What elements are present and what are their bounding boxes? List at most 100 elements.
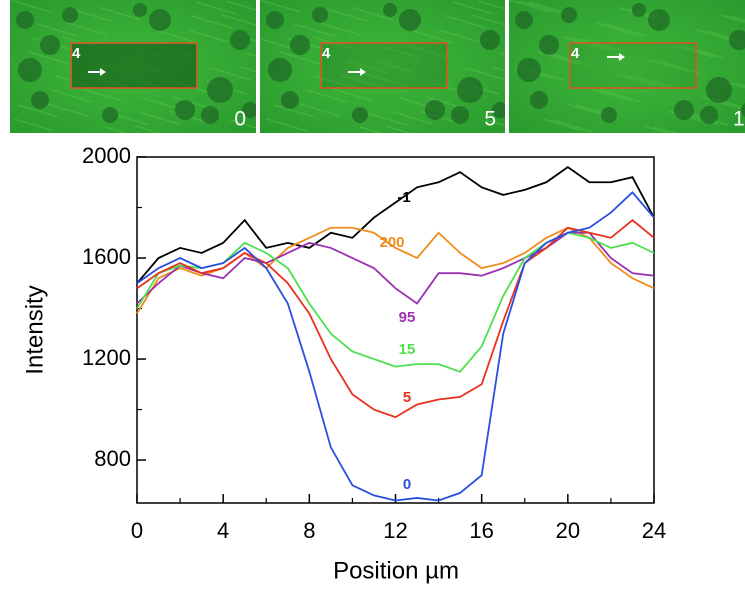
- fiber-texture: [225, 0, 256, 11]
- x-axis-label: Position µm: [333, 557, 459, 584]
- cell-spot: [674, 100, 694, 120]
- series-label: -1: [397, 189, 410, 206]
- fiber-texture: [221, 14, 256, 26]
- cell-spot: [133, 3, 147, 17]
- fiber-texture: [614, 73, 656, 87]
- arrow-head: [619, 53, 625, 61]
- series-label: 5: [403, 389, 411, 406]
- fiber-texture: [478, 0, 505, 10]
- roi-label: 4: [322, 45, 331, 62]
- roi-box: [569, 42, 697, 89]
- plot-frame: [136, 156, 655, 504]
- cell-spot: [40, 35, 60, 55]
- fiber-texture: [81, 88, 123, 102]
- fiber-texture: [485, 119, 505, 127]
- fiber-texture: [412, 30, 454, 44]
- fiber-texture: [326, 8, 368, 22]
- cell-spot: [601, 107, 617, 123]
- fiber-texture: [725, 81, 745, 89]
- cell-spot: [561, 7, 577, 23]
- fiber-texture: [730, 15, 745, 21]
- fiber-texture: [438, 29, 480, 43]
- series-label: 200: [379, 234, 404, 251]
- fiber-texture: [28, 51, 70, 65]
- fiber-texture: [571, 37, 613, 51]
- fiber-texture: [359, 126, 383, 133]
- x-tick-label: 8: [303, 518, 315, 543]
- fiber-texture: [385, 125, 412, 133]
- fiber-texture: [13, 118, 55, 132]
- fiber-texture: [595, 22, 637, 36]
- cell-spot: [352, 107, 368, 123]
- fiber-texture: [566, 103, 608, 117]
- fiber-texture: [299, 103, 341, 117]
- fiber-texture: [70, 8, 112, 22]
- fiber-texture: [379, 45, 421, 59]
- fiber-texture: [191, 15, 233, 29]
- fiber-texture: [10, 0, 51, 13]
- fiber-texture: [339, 74, 381, 88]
- series-label: 95: [399, 309, 416, 326]
- y-tick-label: 1200: [82, 345, 131, 370]
- fiber-texture: [134, 125, 161, 133]
- time-label: 5: [484, 108, 496, 131]
- cell-spot: [515, 11, 533, 29]
- fiber-texture: [366, 112, 408, 126]
- cell-spot: [517, 58, 541, 82]
- cell-spot: [16, 11, 34, 29]
- fiber-texture: [51, 89, 93, 103]
- fiber-texture: [319, 22, 361, 36]
- fiber-texture: [491, 66, 505, 72]
- fiber-texture: [600, 89, 642, 103]
- fiber-texture: [138, 111, 180, 125]
- fiber-texture: [634, 75, 676, 89]
- cell-spot: [648, 9, 670, 31]
- arrow-head: [360, 68, 366, 76]
- fiber-texture: [471, 14, 505, 26]
- x-tick-label: 20: [556, 518, 580, 543]
- y-tick-label: 2000: [82, 143, 131, 168]
- fiber-texture: [552, 119, 594, 133]
- series-label: 0: [403, 476, 411, 493]
- roi-label: 4: [571, 45, 580, 62]
- fiber-texture: [47, 103, 89, 117]
- x-tick-label: 16: [469, 518, 493, 543]
- fiber-texture: [518, 0, 560, 14]
- fiber-texture: [672, 44, 714, 58]
- x-tick-label: 24: [642, 518, 666, 543]
- cell-spot: [266, 11, 284, 29]
- fiber-texture: [273, 104, 315, 118]
- fiber-texture: [346, 60, 388, 74]
- cell-spot: [207, 77, 233, 103]
- cell-spot: [31, 91, 49, 109]
- series-line: [136, 218, 655, 419]
- fiber-texture: [240, 66, 256, 73]
- cell-spot: [383, 3, 397, 17]
- fiber-texture: [658, 60, 700, 74]
- fiber-texture: [720, 14, 745, 23]
- fiber-texture: [195, 1, 237, 15]
- bleached-region: [72, 44, 196, 88]
- fiber-texture: [405, 44, 447, 58]
- y-axis-label: Intensity: [21, 285, 48, 374]
- time-label: 0: [234, 108, 246, 131]
- fiber-texture: [445, 15, 487, 29]
- fiber-texture: [452, 1, 494, 15]
- cell-spot: [729, 30, 745, 50]
- cell-spot: [201, 106, 219, 124]
- fiber-texture: [643, 125, 670, 133]
- cell-spot: [281, 91, 299, 109]
- fiber-texture: [365, 73, 407, 87]
- fiber-texture: [542, 118, 584, 132]
- fiber-texture: [653, 126, 677, 133]
- fiber-texture: [293, 23, 335, 37]
- y-tick-label: 1600: [82, 244, 131, 269]
- fiber-texture: [332, 88, 374, 102]
- cell-spot: [451, 106, 469, 124]
- cell-spot: [700, 106, 718, 124]
- cell-spot: [530, 91, 548, 109]
- fiber-texture: [248, 38, 256, 42]
- fiber-texture: [187, 29, 229, 43]
- series-line: [136, 166, 655, 284]
- roi-box: [70, 42, 198, 89]
